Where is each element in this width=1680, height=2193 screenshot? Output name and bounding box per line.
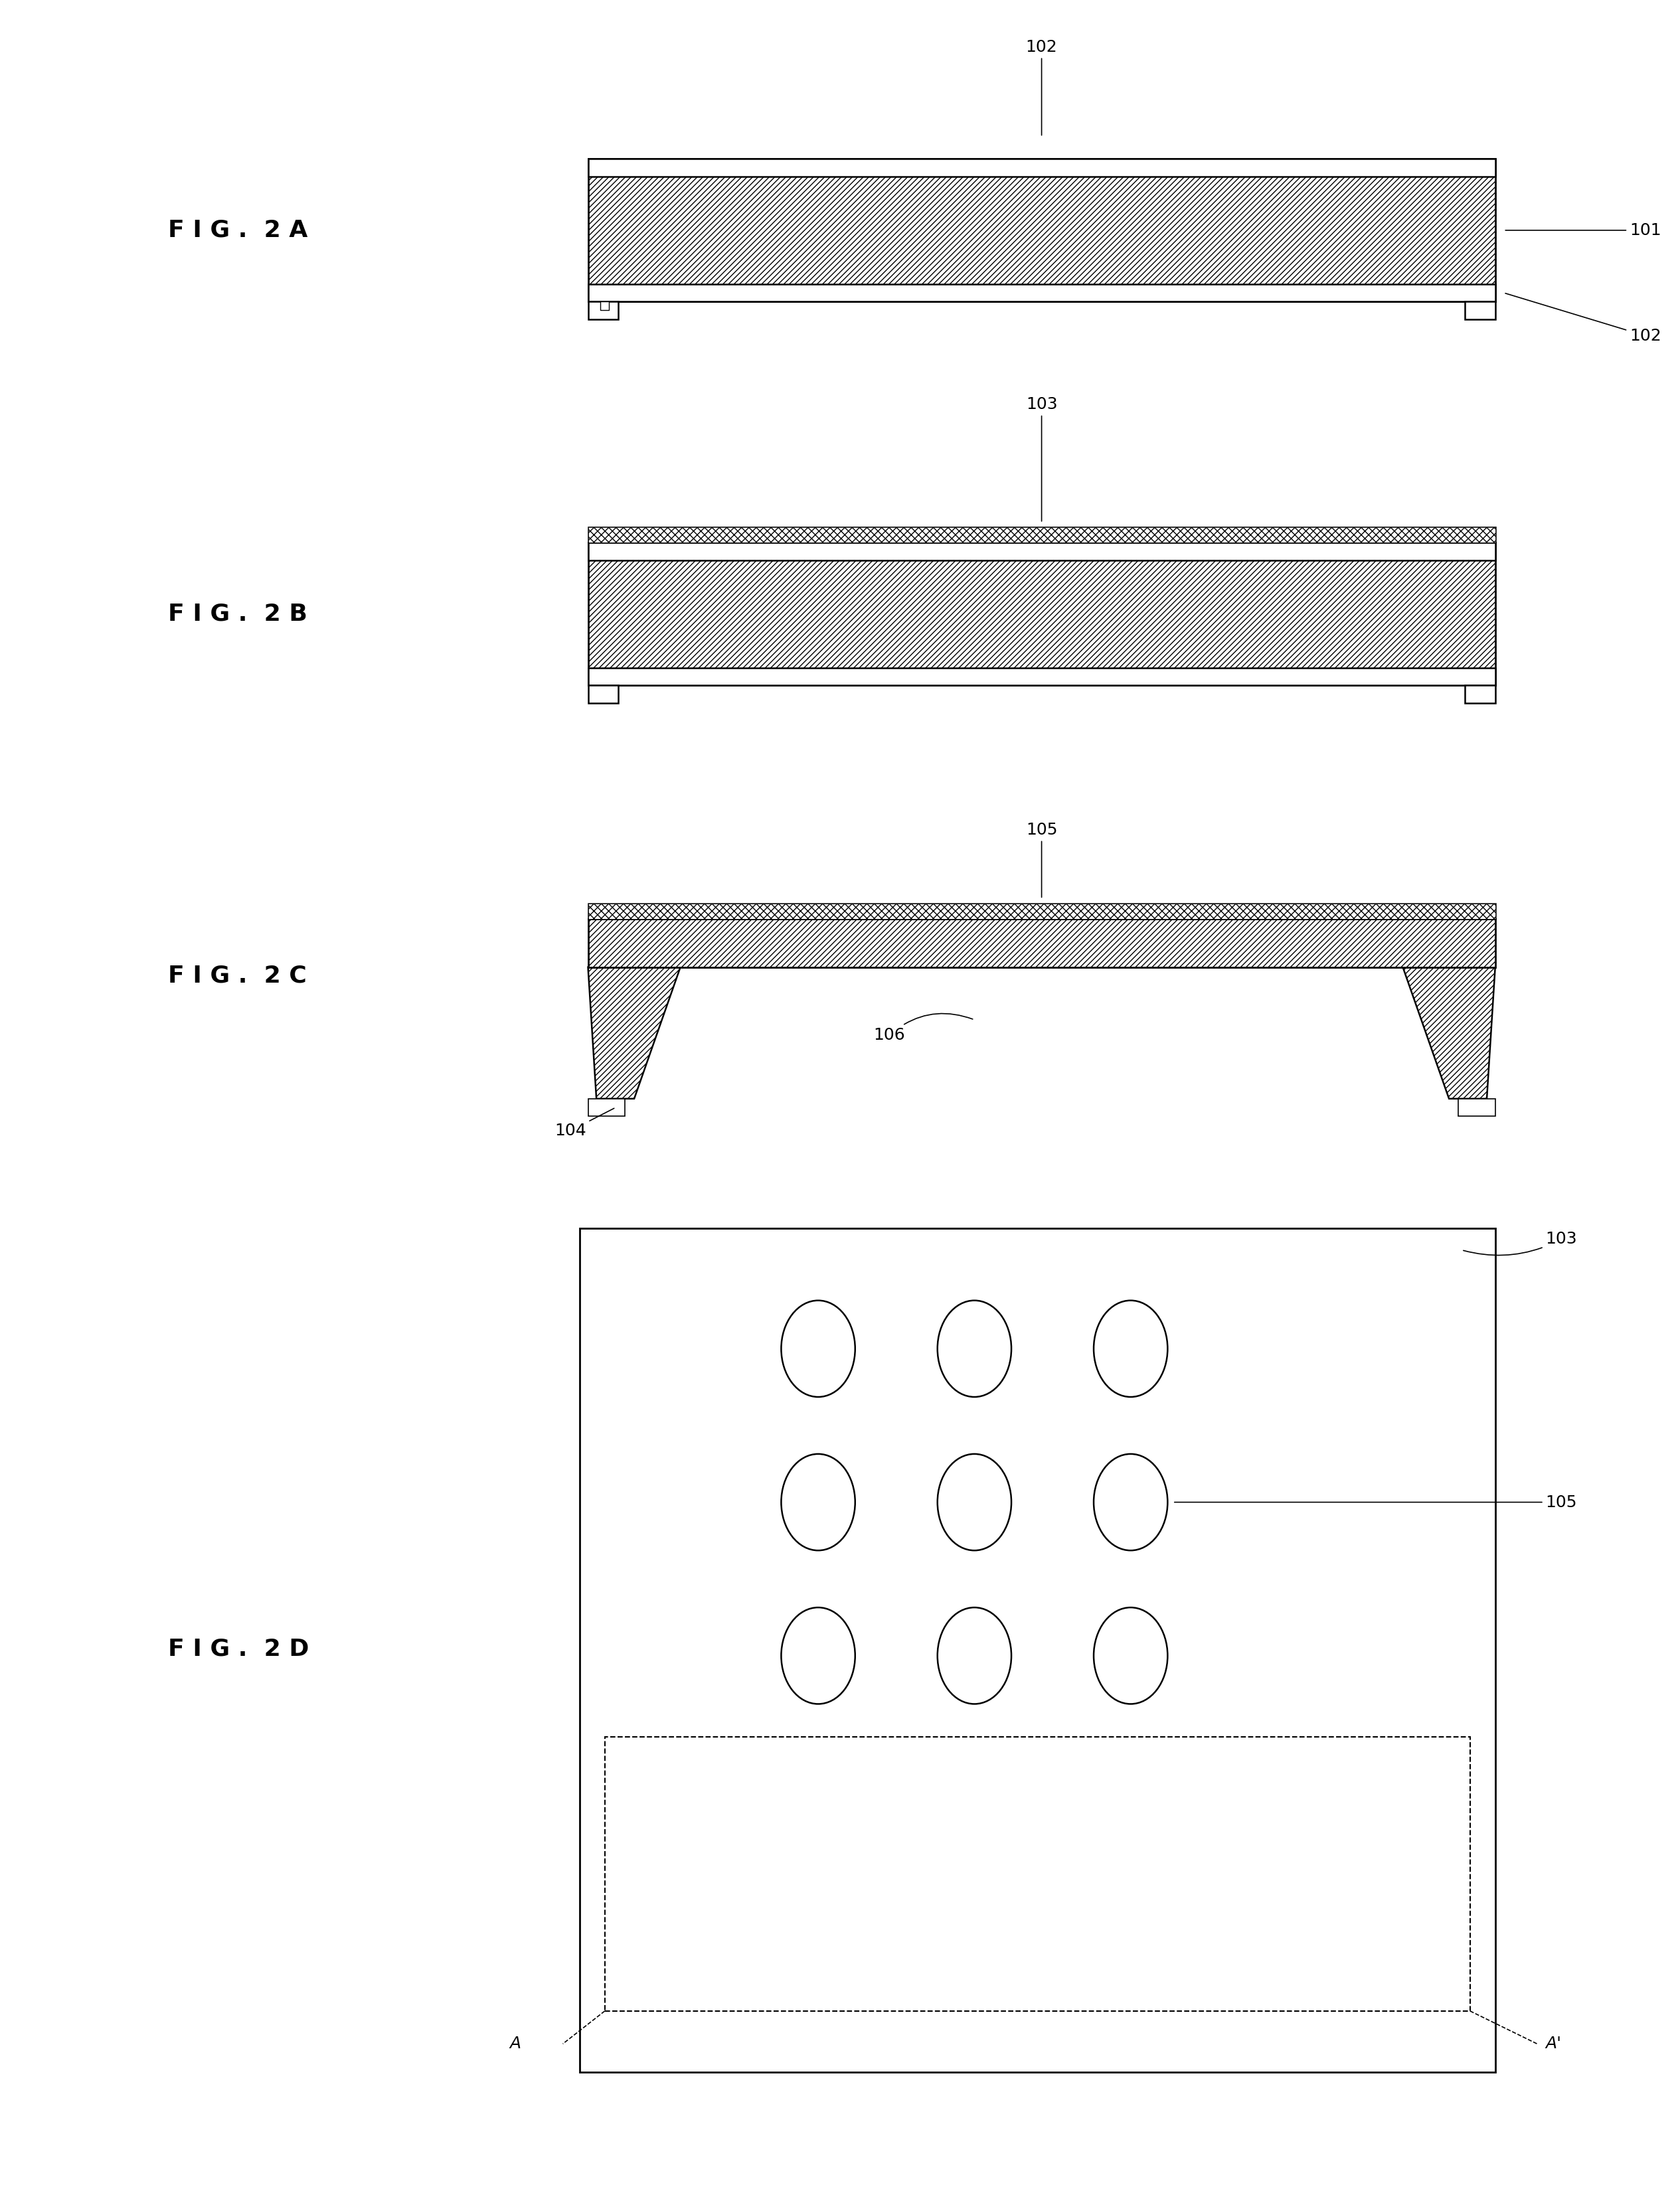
Text: 102: 102: [1026, 39, 1057, 136]
Text: 105: 105: [1026, 822, 1057, 897]
Bar: [588, 919, 1495, 967]
Bar: [588, 300, 618, 318]
Bar: [1465, 300, 1495, 318]
Bar: [1458, 1099, 1495, 1116]
Bar: [588, 529, 1495, 544]
Bar: [588, 904, 1495, 919]
Text: 106: 106: [874, 1013, 973, 1044]
Text: 105: 105: [1174, 1493, 1578, 1511]
Circle shape: [781, 1607, 855, 1704]
Bar: [1465, 684, 1495, 702]
Text: 103: 103: [1026, 397, 1057, 522]
Circle shape: [937, 1300, 1011, 1397]
Circle shape: [937, 1454, 1011, 1550]
Bar: [588, 544, 1495, 561]
Bar: [588, 529, 1495, 544]
Circle shape: [1094, 1607, 1168, 1704]
Circle shape: [937, 1607, 1011, 1704]
Bar: [588, 667, 1495, 684]
Polygon shape: [1403, 967, 1495, 1099]
Bar: [600, 300, 610, 309]
Text: A': A': [1546, 2035, 1561, 2053]
Bar: [588, 160, 1495, 300]
Text: 103: 103: [1463, 1230, 1578, 1254]
Bar: [588, 904, 1495, 919]
Bar: [588, 1099, 625, 1116]
Bar: [588, 544, 1495, 684]
Bar: [588, 285, 1495, 300]
Bar: [580, 1228, 1495, 2072]
Bar: [605, 1737, 1470, 2011]
Text: 102: 102: [1505, 294, 1662, 344]
Polygon shape: [588, 967, 680, 1099]
Circle shape: [1094, 1454, 1168, 1550]
Bar: [588, 684, 618, 702]
Text: F I G .  2 A: F I G . 2 A: [168, 219, 307, 241]
Text: A: A: [509, 2035, 521, 2053]
Text: F I G .  2 C: F I G . 2 C: [168, 965, 307, 987]
Text: F I G .  2 D: F I G . 2 D: [168, 1638, 309, 1660]
Circle shape: [781, 1454, 855, 1550]
Text: 101: 101: [1505, 221, 1662, 239]
Bar: [588, 160, 1495, 178]
Text: 104: 104: [554, 1107, 615, 1138]
Text: F I G .  2 B: F I G . 2 B: [168, 603, 307, 625]
Circle shape: [781, 1300, 855, 1397]
Circle shape: [1094, 1300, 1168, 1397]
